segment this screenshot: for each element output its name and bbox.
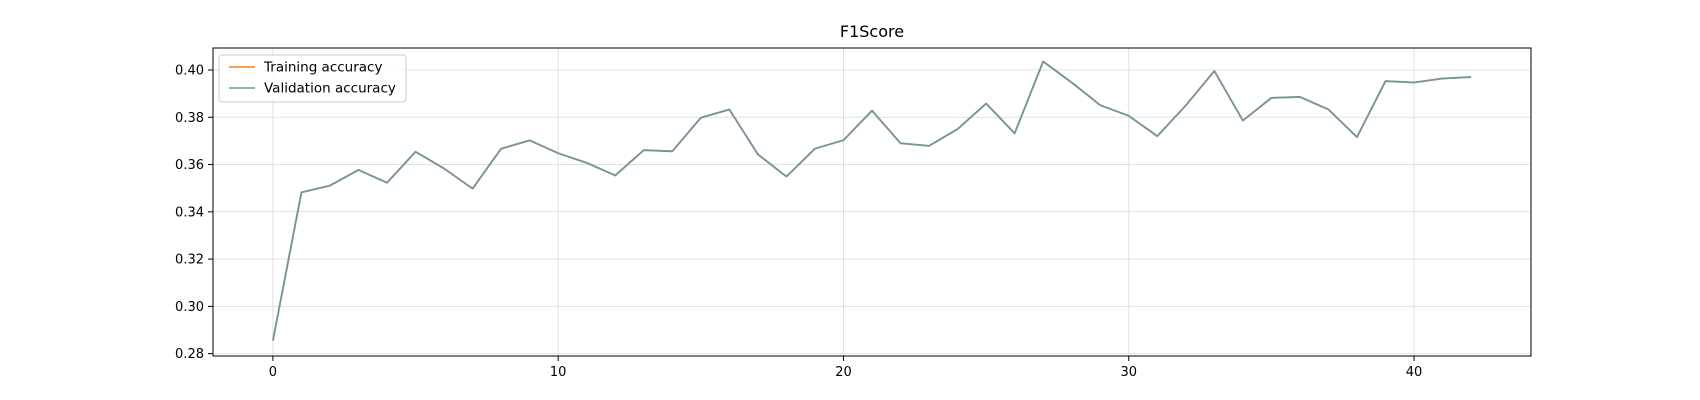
ticks: 0 10 20 30 40 0.28 0.30 0.32 0.34 0.36 0.38 0.40 — [175, 63, 1422, 380]
legend-box — [218, 54, 407, 103]
y-tick-label: 0.40 — [175, 63, 204, 78]
legend: Training accuracy Validation accuracy — [218, 54, 407, 103]
y-tick-label: 0.38 — [175, 111, 204, 126]
y-tick-label: 0.30 — [175, 300, 204, 315]
series-layer — [272, 60, 1472, 341]
series-line-0 — [272, 60, 1472, 341]
chart-title: F1Score — [840, 22, 904, 41]
y-tick-label: 0.32 — [175, 253, 204, 268]
legend-label-training: Training accuracy — [263, 60, 382, 76]
legend-label-validation: Validation accuracy — [264, 81, 396, 97]
x-tick-label: 0 — [269, 365, 277, 380]
y-tick-label: 0.34 — [175, 205, 204, 220]
x-tick-label: 10 — [550, 365, 567, 380]
y-tick-label: 0.28 — [175, 347, 204, 362]
y-tick-label: 0.36 — [175, 158, 204, 173]
x-tick-label: 20 — [835, 365, 852, 380]
x-tick-label: 30 — [1120, 365, 1137, 380]
plot-frame — [212, 47, 1532, 357]
series-line-1 — [272, 60, 1472, 341]
grid — [213, 48, 1531, 356]
x-tick-label: 40 — [1406, 365, 1423, 380]
